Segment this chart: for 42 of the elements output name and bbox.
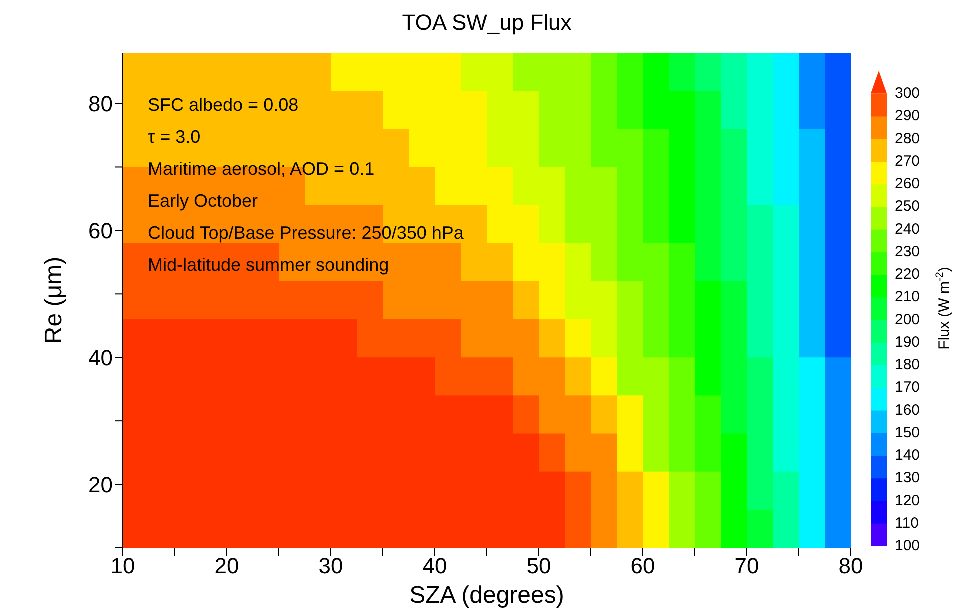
x-tick-label: 60 — [630, 554, 656, 579]
color-bar-label: 200 — [895, 311, 920, 328]
y-axis-title: Re (μm) — [40, 256, 68, 344]
annotation: SFC albedo = 0.08 — [148, 95, 299, 115]
y-tick-label: 40 — [88, 345, 113, 370]
color-bar-label: 230 — [895, 243, 920, 260]
y-tick-label: 80 — [88, 92, 113, 117]
color-bar-label: 120 — [895, 492, 920, 510]
color-bar-label: 190 — [895, 334, 920, 351]
x-tick-label: 50 — [526, 554, 552, 579]
x-axis-title: SZA (degrees) — [410, 582, 564, 609]
color-bar-label: 100 — [895, 538, 920, 554]
color-bar-label: 140 — [895, 447, 920, 464]
annotation: Maritime aerosol; AOD = 0.1 — [148, 159, 375, 179]
annotation: τ = 3.0 — [148, 127, 201, 147]
color-bar-label: 250 — [895, 198, 920, 216]
y-tick-label: 20 — [88, 472, 113, 498]
color-bar-label: 170 — [895, 379, 920, 396]
color-bar-label: 130 — [895, 470, 920, 487]
annotation: Mid-latitude summer sounding — [148, 255, 390, 275]
x-tick-label: 20 — [214, 554, 240, 579]
y-tick-label: 60 — [88, 218, 113, 244]
annotation: Cloud Top/Base Pressure: 250/350 hPa — [148, 223, 465, 243]
x-tick-label: 80 — [838, 554, 864, 579]
x-tick-label: 40 — [422, 554, 448, 579]
color-bar-label: 260 — [895, 176, 920, 193]
annotation: Early October — [148, 191, 258, 211]
chart-title: TOA SW_up Flux — [402, 10, 572, 35]
color-bar-label: 220 — [895, 266, 920, 284]
color-bar-label: 280 — [895, 130, 920, 148]
x-tick-label: 30 — [318, 554, 344, 579]
color-bar-label: 290 — [895, 108, 920, 125]
color-bar-label: 300 — [895, 85, 920, 102]
x-tick-label: 70 — [734, 554, 760, 579]
color-bar-label: 180 — [895, 356, 920, 374]
color-bar-label: 150 — [895, 424, 920, 442]
color-bar-label: 240 — [895, 220, 920, 238]
color-bar-label: 160 — [895, 402, 920, 419]
color-bar-label: 110 — [895, 514, 919, 532]
x-tick-label: 10 — [110, 554, 136, 579]
color-bar-label: 270 — [895, 152, 920, 170]
color-bar-label: 210 — [895, 288, 920, 306]
